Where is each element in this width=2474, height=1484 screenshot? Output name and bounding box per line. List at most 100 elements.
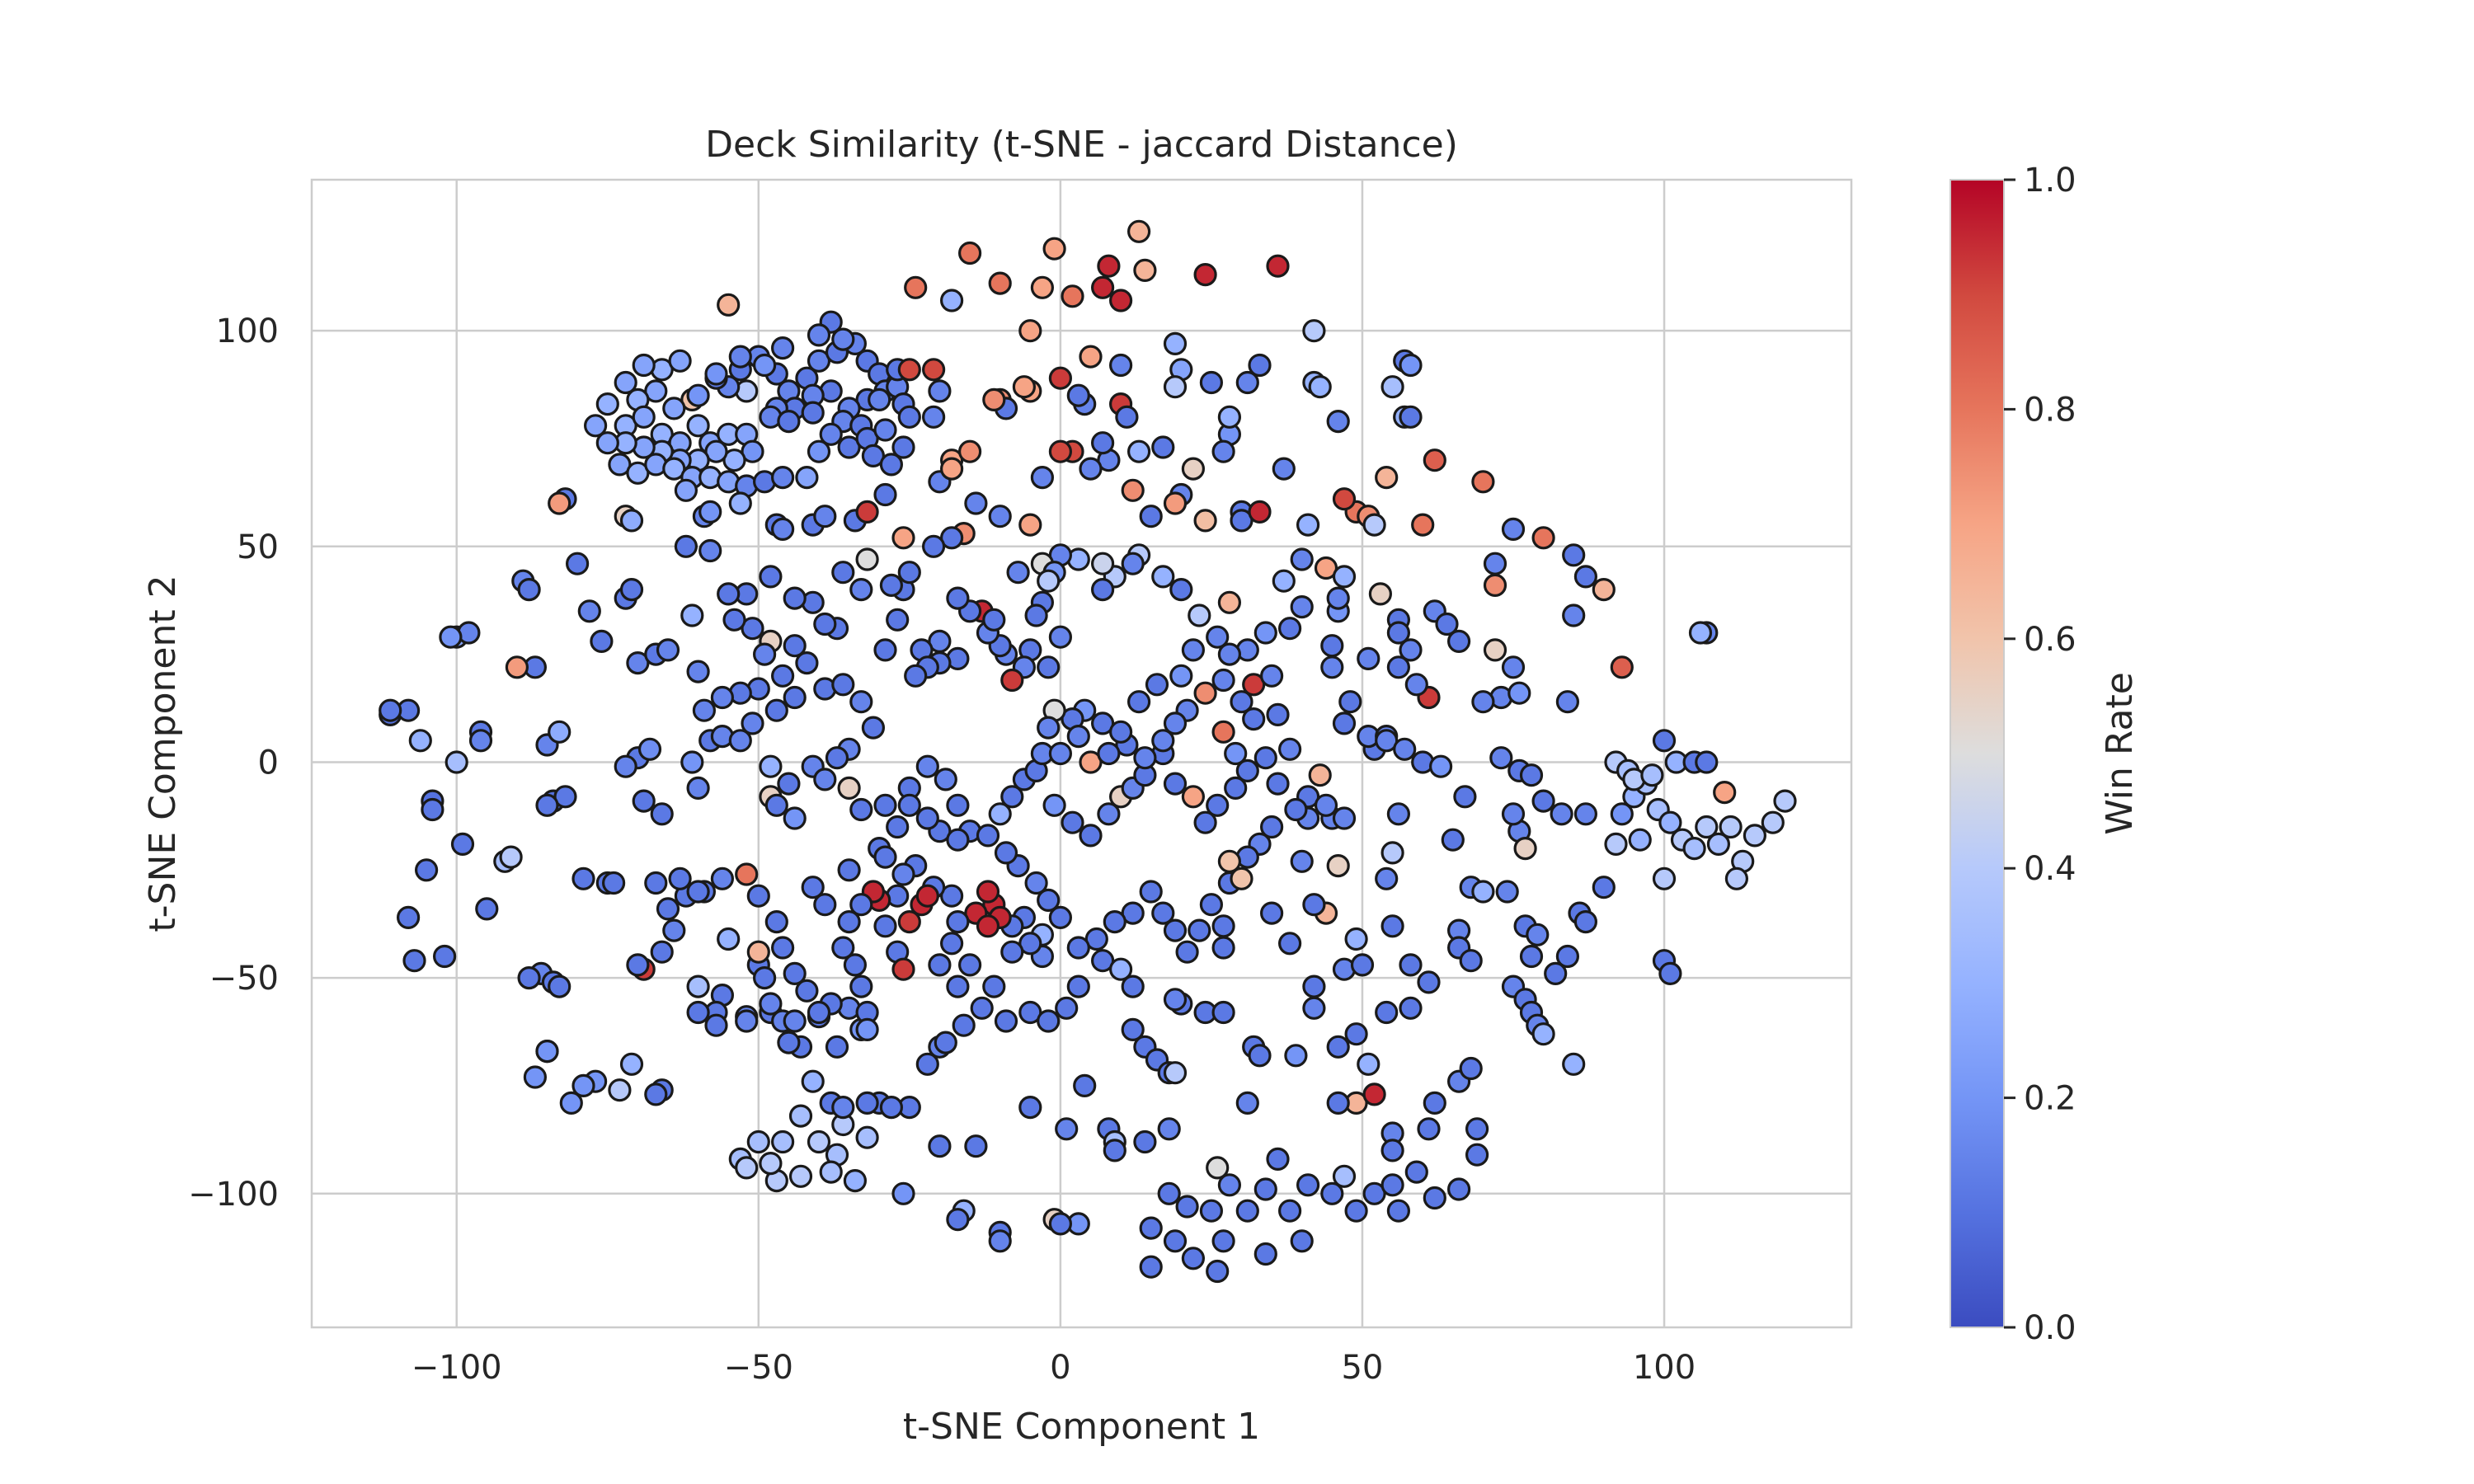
data-point [614, 370, 637, 395]
data-point [873, 638, 897, 662]
y-tick-label: 50 [237, 528, 279, 566]
data-point [1037, 888, 1061, 913]
data-point [717, 582, 741, 606]
data-point [1489, 746, 1513, 770]
data-point [1428, 754, 1453, 778]
data-point [1743, 824, 1766, 848]
x-tick-label: −50 [724, 1349, 793, 1387]
data-point [1423, 1091, 1446, 1115]
data-point [1253, 1242, 1277, 1266]
data-point [1151, 435, 1175, 459]
data-point [861, 716, 886, 740]
data-point [1344, 927, 1368, 951]
data-point [897, 793, 921, 817]
data-point [976, 914, 1000, 938]
data-point [1108, 353, 1133, 378]
data-point [921, 405, 946, 429]
data-point [637, 737, 662, 761]
data-point [1115, 405, 1139, 429]
data-point [468, 729, 493, 753]
data-point [414, 858, 439, 882]
data-point [795, 650, 819, 675]
data-point [608, 1078, 632, 1102]
data-point [1314, 793, 1338, 817]
data-point [843, 953, 868, 977]
data-point [759, 992, 783, 1016]
data-point [717, 927, 741, 951]
data-point [1695, 815, 1719, 839]
data-point [843, 1168, 868, 1193]
data-point [746, 1129, 770, 1154]
data-point [873, 482, 897, 507]
data-point [1320, 655, 1344, 679]
data-point [783, 685, 807, 710]
data-point [868, 387, 891, 411]
data-point [1073, 1073, 1097, 1098]
data-point [897, 909, 921, 934]
data-point [1555, 944, 1580, 969]
data-point [741, 439, 764, 463]
data-point [1326, 410, 1350, 434]
data-point [1133, 1129, 1157, 1154]
data-point [1217, 642, 1242, 666]
data-point [1235, 1091, 1259, 1115]
data-point [1284, 1044, 1308, 1068]
data-point [662, 397, 686, 420]
data-point [1471, 690, 1495, 714]
data-point [1761, 810, 1785, 834]
data-point [614, 754, 637, 778]
data-point [1459, 949, 1483, 973]
data-point [450, 832, 475, 857]
data-point [939, 884, 964, 908]
data-point [807, 1000, 831, 1025]
colorbar [1950, 179, 2005, 1328]
data-point [717, 293, 741, 317]
data-point [831, 561, 855, 585]
data-point [946, 586, 970, 610]
data-point [722, 448, 746, 472]
data-point [801, 876, 825, 899]
data-point [559, 1091, 583, 1115]
data-point [1103, 909, 1126, 934]
data-point [1332, 1164, 1357, 1188]
data-point [1037, 716, 1061, 740]
data-point [1344, 1199, 1368, 1223]
data-point [970, 996, 994, 1020]
x-axis-label: t-SNE Component 1 [903, 1406, 1260, 1448]
data-point [819, 422, 843, 446]
data-point [1332, 487, 1357, 511]
data-point [879, 1095, 904, 1120]
data-point [517, 965, 541, 990]
data-point [1248, 353, 1272, 378]
data-point [783, 586, 807, 610]
colorbar-tick-label: 0.8 [2024, 391, 2077, 429]
data-point [710, 866, 735, 890]
data-point [1483, 552, 1507, 575]
data-point [1037, 569, 1061, 593]
data-point [1066, 974, 1090, 998]
data-point [1357, 646, 1380, 671]
data-point [1277, 617, 1302, 641]
data-point [1048, 366, 1073, 390]
data-point [837, 858, 861, 882]
data-point [379, 698, 402, 722]
data-point [1404, 673, 1428, 697]
x-tick-label: −100 [412, 1349, 502, 1387]
data-point [1399, 353, 1423, 378]
data-point [421, 797, 444, 822]
data-point [1242, 707, 1266, 731]
data-point [1266, 702, 1290, 727]
data-point [1380, 914, 1404, 938]
data-point [439, 625, 463, 649]
data-point [397, 905, 421, 930]
data-point [1217, 590, 1242, 614]
data-point [1290, 1229, 1314, 1253]
colorbar-tick-label: 0.6 [2024, 621, 2077, 659]
data-point [915, 754, 939, 778]
data-points [379, 219, 1797, 1284]
data-point [577, 599, 601, 623]
data-point [1296, 1173, 1320, 1197]
data-point [891, 526, 915, 550]
data-point [1399, 638, 1423, 662]
data-point [1423, 1186, 1446, 1210]
